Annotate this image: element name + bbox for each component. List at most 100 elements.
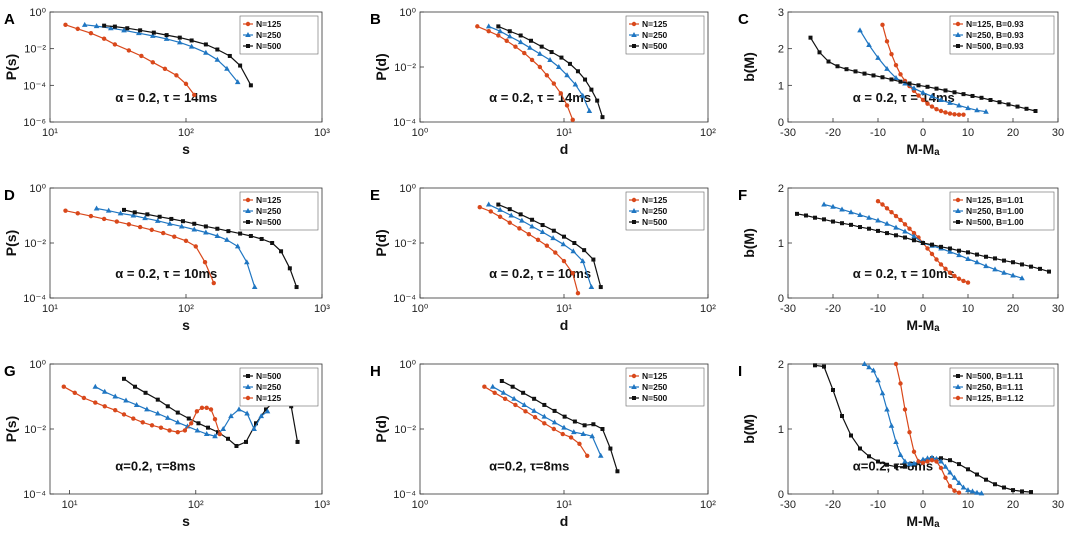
data-point bbox=[929, 93, 935, 99]
data-point bbox=[952, 90, 957, 95]
panel-label: C bbox=[738, 11, 749, 28]
data-point bbox=[167, 428, 172, 433]
series-n500 bbox=[808, 35, 1038, 113]
data-point bbox=[194, 427, 201, 433]
data-point bbox=[947, 270, 953, 275]
data-point bbox=[244, 439, 249, 444]
data-point bbox=[226, 229, 231, 234]
annotation-text: α=0.2, τ=8ms bbox=[115, 459, 195, 474]
series-n250 bbox=[93, 205, 258, 290]
data-point bbox=[817, 50, 822, 55]
legend-label: N=125 bbox=[256, 19, 282, 29]
y-axis-label: P(d) bbox=[373, 415, 389, 442]
data-point bbox=[840, 414, 844, 418]
legend-label: N=125 bbox=[256, 393, 282, 403]
data-point bbox=[831, 219, 835, 224]
data-point bbox=[956, 102, 962, 108]
data-point bbox=[72, 390, 77, 395]
annotation-text: α = 0.2, τ = 14ms bbox=[115, 90, 217, 105]
data-point bbox=[101, 216, 107, 222]
data-point bbox=[154, 217, 161, 223]
data-point bbox=[551, 426, 557, 432]
data-point bbox=[849, 222, 853, 227]
data-point bbox=[542, 402, 547, 407]
data-point bbox=[1047, 269, 1051, 274]
data-point bbox=[857, 27, 863, 33]
data-point bbox=[582, 248, 587, 253]
data-point bbox=[216, 430, 221, 435]
panel-label: I bbox=[738, 363, 742, 380]
legend-marker bbox=[246, 44, 250, 48]
y-tick-label: 10⁻² bbox=[394, 424, 416, 436]
data-point bbox=[1029, 264, 1033, 269]
x-tick-label: 10¹ bbox=[556, 499, 572, 511]
data-point bbox=[564, 103, 570, 108]
data-point bbox=[984, 254, 988, 259]
y-tick-label: 1 bbox=[778, 238, 784, 250]
y-axis-label: P(d) bbox=[373, 53, 389, 80]
data-point bbox=[866, 42, 872, 47]
data-point bbox=[897, 452, 904, 457]
legend-label: N=250 bbox=[256, 206, 282, 216]
data-point bbox=[192, 221, 197, 226]
data-point bbox=[572, 81, 579, 87]
data-point bbox=[849, 433, 853, 438]
data-point bbox=[105, 207, 112, 213]
legend-marker bbox=[632, 44, 636, 48]
legend: N=125, B=0.93N=250, B=0.93N=500, B=0.93 bbox=[949, 15, 1055, 55]
data-point bbox=[1015, 104, 1020, 109]
data-point bbox=[192, 92, 197, 98]
data-point bbox=[206, 425, 211, 430]
data-point bbox=[983, 108, 989, 114]
data-point bbox=[857, 211, 863, 217]
data-point bbox=[174, 419, 181, 425]
data-point bbox=[921, 241, 925, 245]
data-point bbox=[254, 421, 259, 426]
legend-marker bbox=[956, 220, 960, 224]
data-point bbox=[488, 209, 493, 214]
data-point bbox=[911, 449, 917, 454]
series-n250 bbox=[81, 21, 241, 85]
series-n125 bbox=[63, 22, 197, 98]
data-point bbox=[194, 409, 200, 414]
data-point bbox=[164, 33, 169, 38]
data-point bbox=[983, 263, 989, 269]
legend-label: N=125 bbox=[642, 371, 668, 381]
x-tick-label: 30 bbox=[1052, 499, 1064, 511]
legend-label: N=500, B=0.93 bbox=[966, 41, 1024, 51]
data-point bbox=[158, 425, 164, 430]
data-point bbox=[1002, 485, 1006, 490]
y-tick-label: 0 bbox=[778, 293, 784, 305]
legend-label: N=250 bbox=[642, 206, 668, 216]
data-point bbox=[579, 258, 586, 264]
data-point bbox=[102, 23, 107, 28]
data-point bbox=[279, 249, 284, 254]
legend-marker bbox=[245, 208, 251, 213]
data-point bbox=[228, 413, 234, 419]
y-tick-label: 1 bbox=[778, 424, 784, 436]
data-point bbox=[511, 395, 517, 401]
data-point bbox=[175, 410, 180, 415]
data-point bbox=[885, 462, 889, 467]
data-point bbox=[214, 56, 221, 62]
x-tick-label: -10 bbox=[870, 499, 886, 511]
data-point bbox=[143, 390, 148, 395]
data-point bbox=[589, 87, 594, 92]
data-point bbox=[502, 396, 508, 401]
annotation-text: α = 0.2, τ = 10ms bbox=[489, 266, 591, 281]
data-point bbox=[571, 429, 577, 435]
data-point bbox=[965, 105, 971, 111]
data-point bbox=[907, 81, 912, 86]
data-point bbox=[145, 212, 150, 217]
data-point bbox=[526, 231, 532, 237]
data-point bbox=[916, 93, 921, 98]
series-n500 bbox=[496, 24, 605, 120]
data-point bbox=[898, 72, 903, 77]
x-axis-label: d bbox=[560, 513, 569, 529]
data-point bbox=[1038, 266, 1042, 271]
data-point bbox=[934, 86, 939, 91]
data-point bbox=[879, 390, 886, 396]
